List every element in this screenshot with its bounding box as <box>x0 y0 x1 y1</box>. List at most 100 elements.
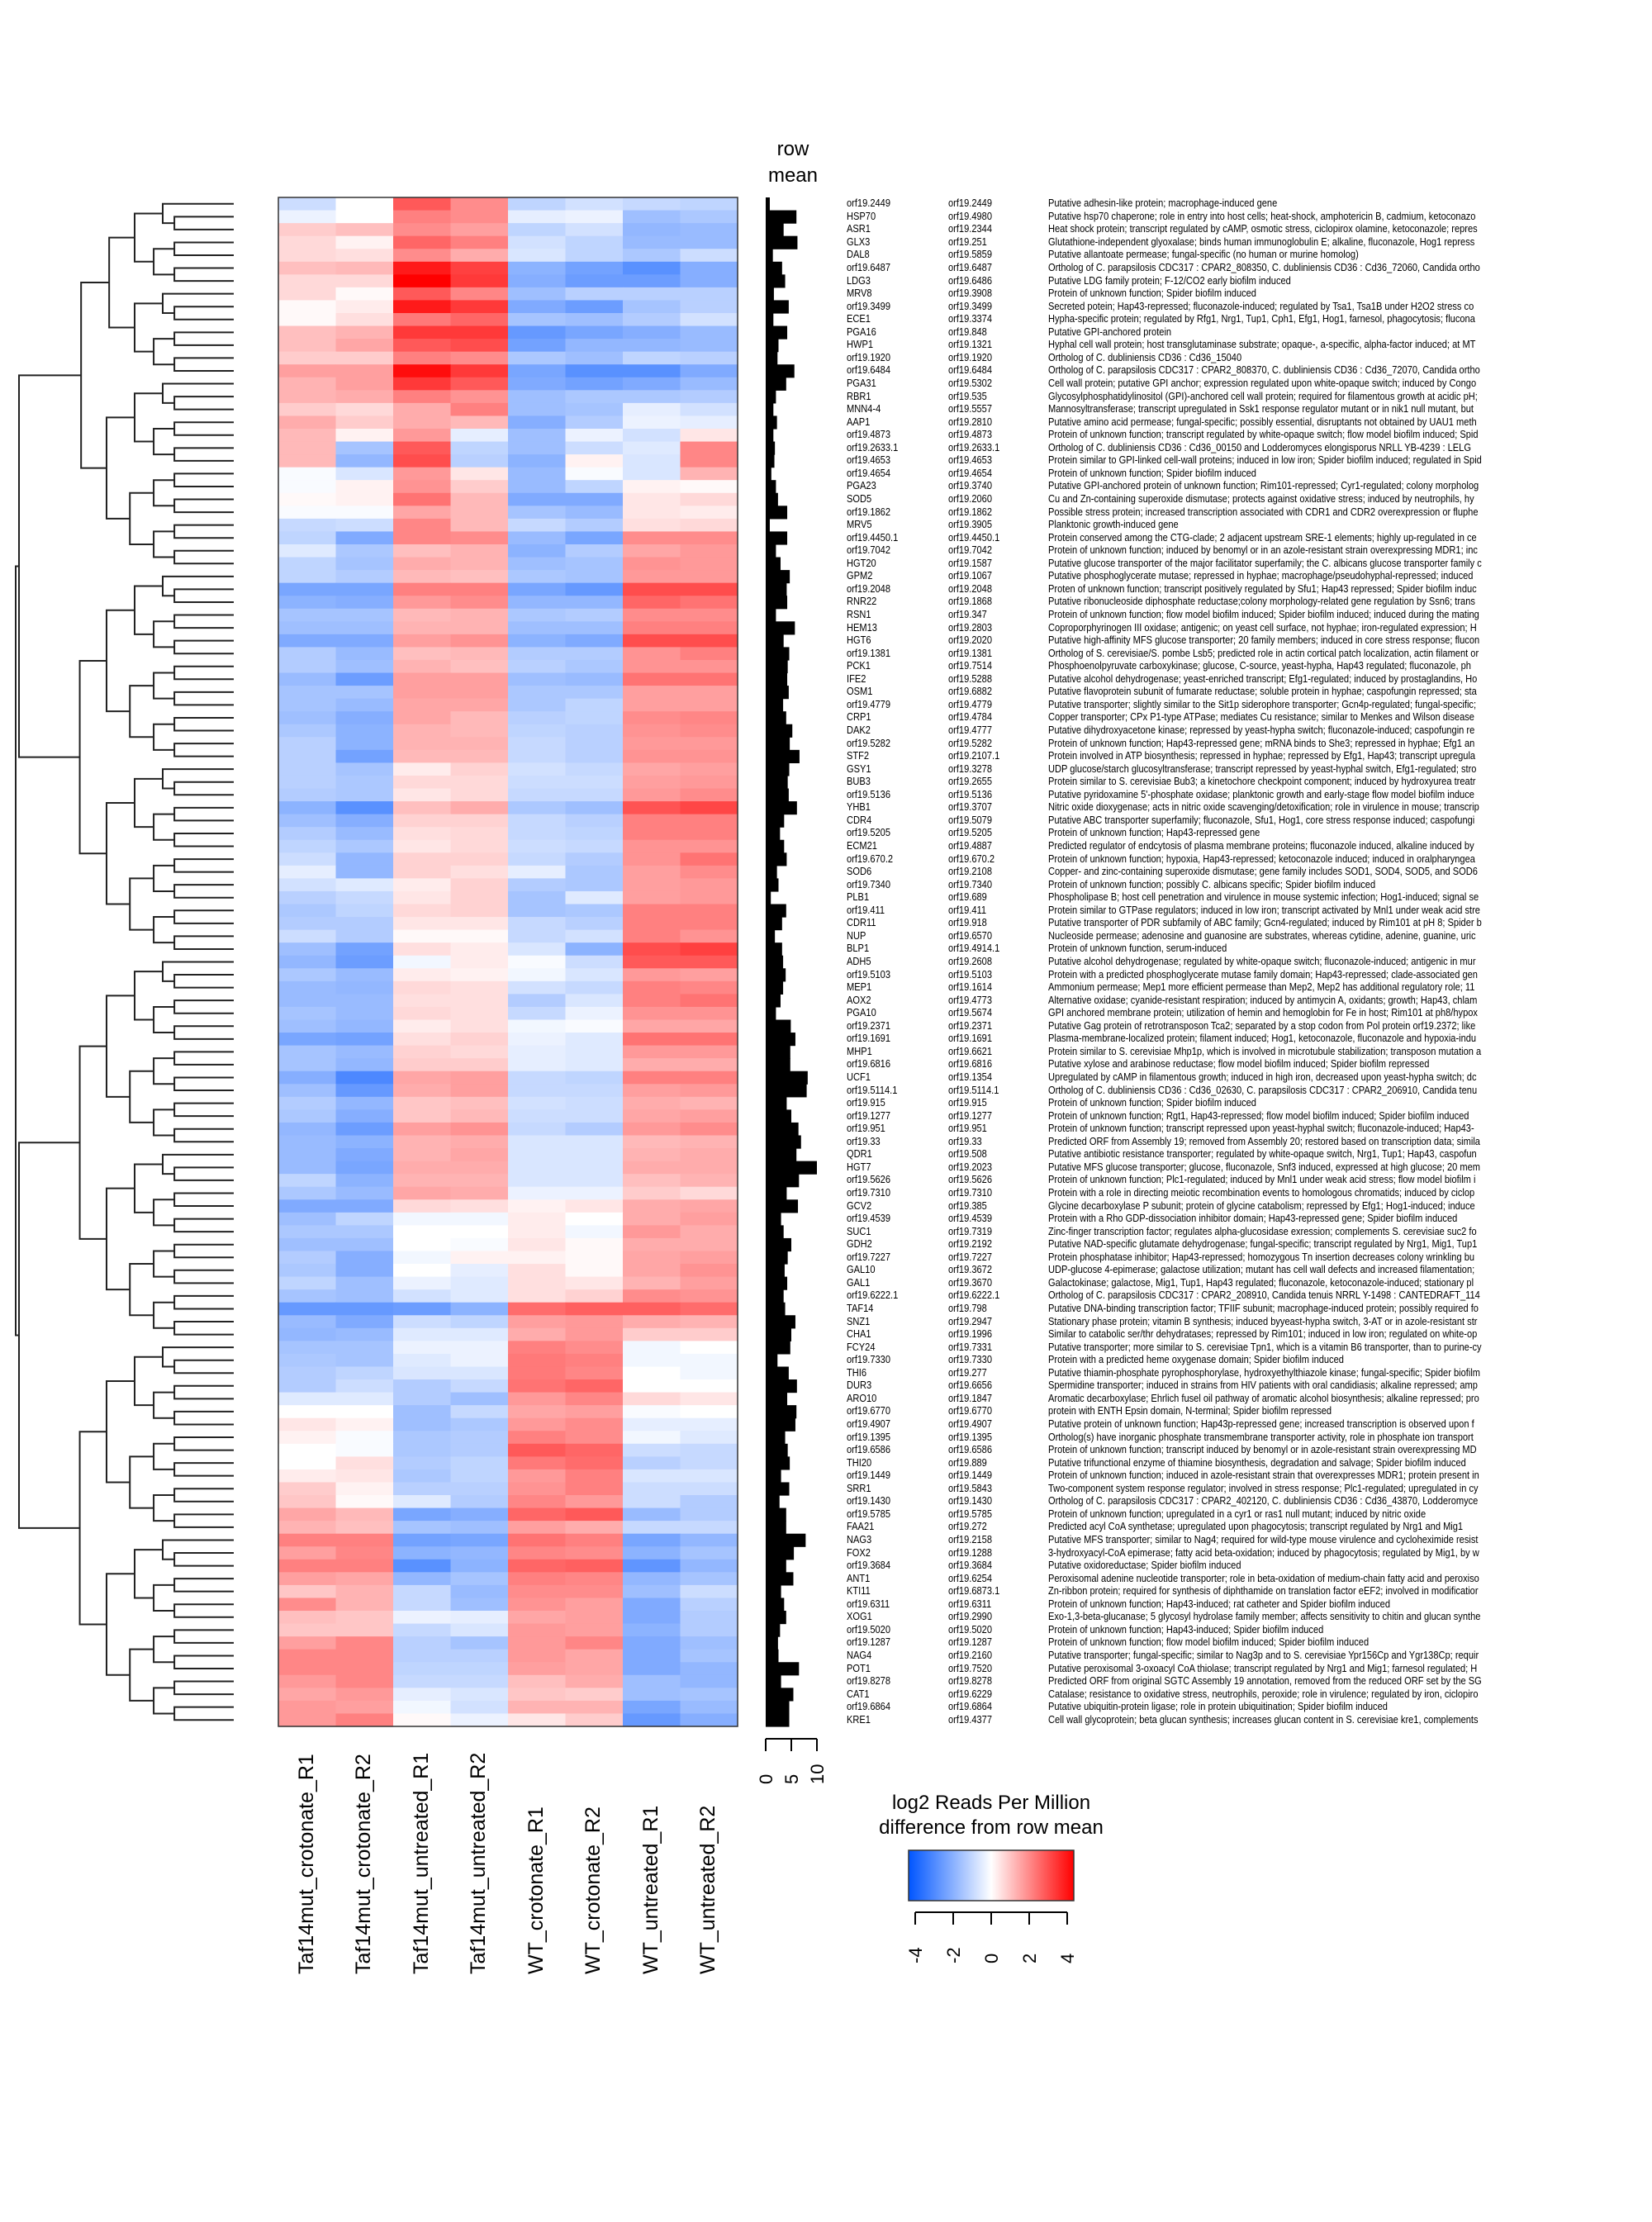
row-label-description: Putative MFS transporter; similar to Nag… <box>1048 1533 1479 1545</box>
row-label-gene: CRP1 <box>847 711 871 724</box>
row-mean-bar <box>766 325 788 339</box>
dendrogram-branch <box>153 620 175 648</box>
heatmap-cell <box>450 428 509 443</box>
row-label-orf: orf19.670.2 <box>948 852 995 865</box>
row-label-description: Glutathione-independent glyoxalase; bind… <box>1048 235 1475 248</box>
heatmap-cell <box>335 1096 394 1110</box>
heatmap-cell <box>278 1006 337 1021</box>
heatmap-cell <box>393 1199 452 1213</box>
heatmap-cell <box>623 621 681 635</box>
heatmap-cell <box>278 1688 337 1702</box>
heatmap-cell <box>278 890 337 905</box>
heatmap-cell <box>680 608 738 622</box>
row-label-description: Phospholipase B; host cell penetration a… <box>1048 891 1479 904</box>
heatmap-cell <box>335 210 394 224</box>
row-label-orf: orf19.3278 <box>948 762 993 775</box>
heatmap-cell <box>393 955 452 969</box>
heatmap-cell <box>335 1225 394 1239</box>
heatmap-cell <box>623 1688 681 1702</box>
row-mean-tick-label: 5 <box>781 1773 802 1784</box>
row-label-description: Ortholog(s) have inorganic phosphate tra… <box>1048 1431 1474 1443</box>
row-label-orf: orf19.6770 <box>948 1405 993 1417</box>
dendrogram-branch <box>173 665 234 681</box>
row-mean-bar <box>766 390 776 404</box>
heatmap-cell <box>623 865 681 879</box>
heatmap-cell <box>450 1315 509 1329</box>
row-mean-bar <box>766 402 774 417</box>
heatmap-cell <box>508 686 567 700</box>
dendrogram-branch <box>162 202 234 225</box>
row-mean-bar <box>766 1264 785 1278</box>
row-mean-bar <box>766 480 776 494</box>
heatmap-cell <box>508 364 567 378</box>
row-label-orf: orf19.4907 <box>948 1417 993 1430</box>
row-mean-bar <box>766 1636 778 1650</box>
heatmap-cell <box>450 1212 509 1226</box>
dendrogram-branch <box>129 877 154 931</box>
heatmap-cell <box>278 492 337 506</box>
row-label-description: Hyphal cell wall protein; host transglut… <box>1048 339 1476 351</box>
heatmap-cell <box>623 351 681 365</box>
heatmap-cell <box>680 634 738 648</box>
row-label-description: Planktonic growth-induced gene <box>1048 519 1179 531</box>
heatmap-cell <box>278 814 337 828</box>
dendrogram-branch <box>173 1166 234 1181</box>
heatmap-cell <box>565 1700 624 1715</box>
heatmap-cell <box>565 390 624 404</box>
heatmap-cell <box>335 1341 394 1355</box>
heatmap-cell <box>565 1623 624 1637</box>
column-label: WT_untreated_R2 <box>696 1805 720 1974</box>
row-label-orf: orf19.3672 <box>948 1264 993 1276</box>
heatmap-cell <box>508 287 567 301</box>
heatmap-cell <box>623 1495 681 1509</box>
heatmap-cell <box>565 737 624 751</box>
row-mean-bar <box>766 1084 807 1098</box>
dendrogram-branch <box>173 396 234 411</box>
heatmap-cell <box>623 1649 681 1663</box>
heatmap-cell <box>508 1507 567 1522</box>
heatmap-cell <box>680 518 738 533</box>
row-label-gene: orf19.7042 <box>847 544 891 557</box>
heatmap-cell <box>680 1572 738 1586</box>
heatmap-cell <box>393 1700 452 1715</box>
heatmap-cell <box>450 518 509 533</box>
heatmap-cell <box>508 1327 567 1341</box>
heatmap-cell <box>680 1623 738 1637</box>
heatmap-cell <box>508 1623 567 1637</box>
row-mean-bar <box>766 339 779 353</box>
row-mean-bar <box>766 518 770 533</box>
row-mean-bar <box>766 1161 817 1175</box>
heatmap-cell <box>508 480 567 494</box>
column-label: WT_crotonate_R2 <box>582 1807 605 1974</box>
heatmap-cell <box>623 1662 681 1676</box>
heatmap-cell <box>565 1431 624 1445</box>
row-label-description: Secreted potein; Hap43-repressed; flucon… <box>1048 300 1474 312</box>
heatmap-cell <box>335 454 394 468</box>
heatmap-cell <box>680 1700 738 1715</box>
heatmap-cell <box>335 467 394 481</box>
heatmap-cell <box>508 1417 567 1431</box>
heatmap-cell <box>565 1456 624 1470</box>
heatmap-cell <box>680 659 738 674</box>
row-label-orf: orf19.2023 <box>948 1161 993 1173</box>
row-label-gene: POT1 <box>847 1662 871 1674</box>
heatmap-cell <box>335 1623 394 1637</box>
heatmap-cell <box>565 1186 624 1200</box>
heatmap-cell <box>508 1084 567 1098</box>
row-label-description: Exo-1,3-beta-glucanase; 5 glycosyl hydro… <box>1048 1611 1481 1623</box>
heatmap-cell <box>278 1341 337 1355</box>
heatmap-cell <box>335 929 394 943</box>
heatmap-cell <box>565 968 624 982</box>
heatmap-cell <box>565 711 624 725</box>
heatmap-cell <box>565 325 624 339</box>
heatmap-cell <box>450 1045 509 1059</box>
heatmap-cell <box>450 1122 509 1137</box>
heatmap-cell <box>623 1006 681 1021</box>
heatmap-cell <box>278 878 337 892</box>
heatmap-cell <box>508 339 567 353</box>
row-label-description: Glycine decarboxylase P subunit; protein… <box>1048 1199 1475 1212</box>
dendrogram-branch <box>173 549 234 565</box>
heatmap-cell <box>335 865 394 879</box>
dendrogram-branch <box>153 1250 175 1278</box>
dendrogram-branch <box>153 248 175 276</box>
